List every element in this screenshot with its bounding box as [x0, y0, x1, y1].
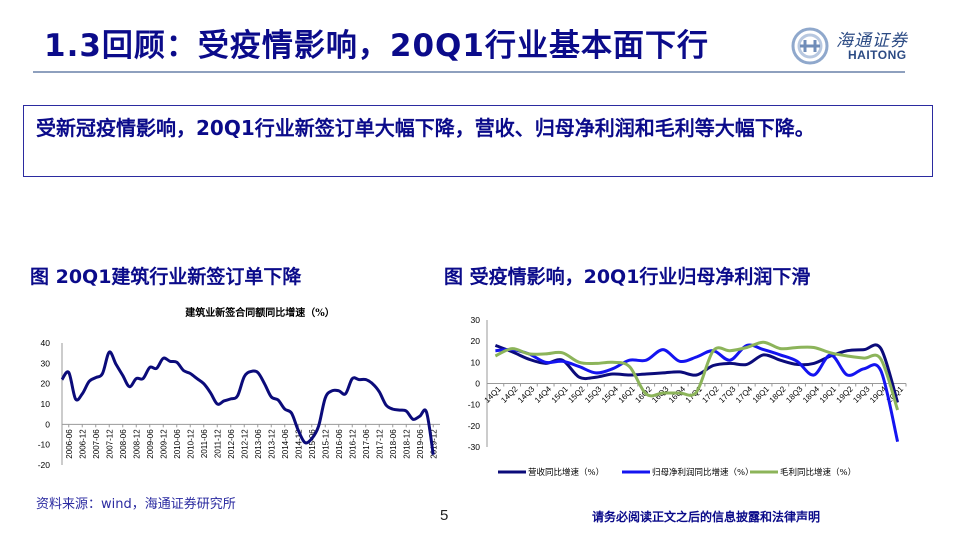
x-tick-label: 2010-12 [186, 429, 195, 459]
x-tick-label: 18Q2 [768, 384, 789, 405]
haitong-emblem-icon [791, 27, 829, 65]
y-tick-label: -20 [38, 460, 51, 470]
x-tick-label: 2007-06 [92, 429, 101, 459]
x-tick-label: 16Q1 [617, 384, 638, 405]
x-tick-label: 19Q3 [851, 384, 872, 405]
legend-label: 营收同比增速（%） [528, 467, 604, 478]
x-tick-label: 2016-06 [335, 429, 344, 459]
x-tick-label: 17Q2 [700, 384, 721, 405]
x-tick-label: 2015-12 [321, 429, 330, 459]
x-tick-label: 2019-12 [429, 429, 438, 459]
x-tick-label: 15Q3 [583, 384, 604, 405]
summary-box: 受新冠疫情影响，20Q1行业新签订单大幅下降，营收、归母净利润和毛利等大幅下降。 [23, 105, 933, 177]
x-tick-label: 2014-06 [281, 429, 290, 459]
legend-label: 归母净利润同比增速（%） [652, 467, 754, 478]
x-tick-label: 2012-12 [240, 429, 249, 459]
x-tick-label: 2017-12 [375, 429, 384, 459]
x-tick-label: 19Q1 [818, 384, 839, 405]
page-title: 1.3回顾：受疫情影响，20Q1行业基本面下行 [44, 28, 709, 64]
x-tick-label: 19Q2 [835, 384, 856, 405]
legal-disclaimer: 请务必阅读正文之后的信息披露和法律声明 [592, 510, 821, 524]
x-tick-label: 2011-12 [213, 429, 222, 458]
y-tick-label: -30 [468, 442, 481, 452]
series-line-1 [495, 343, 900, 443]
x-tick-label: 2007-12 [105, 429, 114, 459]
x-tick-label: 2011-06 [200, 429, 209, 458]
new-contracts-line-chart: 建筑业新签合同额同比增速（%） -20 -10 0 10 20 30 40 2006-06 200… [38, 306, 440, 470]
x-tick-label: 2006-12 [78, 429, 87, 459]
title-divider [33, 71, 905, 73]
x-tick-label: 2015-06 [308, 429, 317, 459]
series-line-2 [494, 340, 900, 411]
y-tick-label: 0 [475, 379, 480, 389]
page-number: 5 [440, 507, 449, 524]
x-tick-label: 18Q3 [784, 384, 805, 405]
x-tick-label: 18Q1 [751, 384, 772, 405]
x-tick-label: 2009-06 [146, 429, 155, 459]
x-tick-label: 2012-06 [227, 429, 236, 459]
haitong-logo: 海通证券 HAITONG [791, 26, 931, 66]
x-tick-label: 2013-06 [254, 429, 263, 459]
y-tick-label: 20 [41, 379, 51, 389]
x-tick-label: 2009-12 [159, 429, 168, 459]
y-tick-label: 30 [41, 358, 51, 368]
y-tick-label: 0 [45, 419, 50, 429]
y-tick-label: -10 [468, 400, 481, 410]
x-tick-label: 2010-06 [173, 429, 182, 459]
new-contracts-series-line [60, 350, 435, 456]
x-tick-label: 17Q3 [717, 384, 738, 405]
x-tick-label: 2019-06 [416, 429, 425, 459]
y-tick-label: 10 [41, 399, 51, 409]
x-tick-label: 14Q4 [533, 384, 554, 405]
left-chart-title: 建筑业新签合同额同比增速（%） [184, 306, 335, 319]
x-tick-label: 2018-06 [389, 429, 398, 459]
x-tick-label: 15Q4 [600, 384, 621, 405]
x-tick-label: 2016-12 [348, 429, 357, 459]
profit-growth-line-chart: -30 -20 -10 0 10 20 30 14Q114Q214Q314Q415Q115Q2… [468, 315, 907, 478]
legend-label: 毛利同比增速（%） [780, 467, 856, 478]
x-tick-label: 2006-06 [65, 429, 74, 459]
x-tick-label: 2014-12 [294, 429, 303, 459]
y-tick-label: 20 [471, 336, 481, 346]
x-tick-label: 15Q2 [566, 384, 587, 405]
x-tick-label: 15Q1 [550, 384, 571, 405]
x-tick-label: 14Q2 [499, 384, 520, 405]
x-tick-label: 14Q3 [516, 384, 537, 405]
logo-english-text: HAITONG [848, 48, 907, 62]
right-figure-title: 图 受疫情影响，20Q1行业归母净利润下滑 [444, 266, 811, 288]
y-tick-label: 10 [471, 357, 481, 367]
x-tick-label: 2017-06 [362, 429, 371, 459]
y-tick-label: -10 [38, 440, 51, 450]
y-tick-label: 30 [471, 315, 481, 325]
summary-text: 受新冠疫情影响，20Q1行业新签订单大幅下降，营收、归母净利润和毛利等大幅下降。 [36, 116, 815, 140]
x-tick-label: 2008-06 [119, 429, 128, 459]
y-tick-label: -20 [468, 421, 481, 431]
x-tick-label: 2008-12 [132, 429, 141, 459]
x-tick-label: 14Q1 [483, 384, 504, 405]
data-source: 资料来源：wind，海通证券研究所 [36, 497, 236, 512]
logo-chinese-text: 海通证券 [836, 31, 908, 51]
x-tick-label: 17Q4 [734, 384, 755, 405]
left-figure-title: 图 20Q1建筑行业新签订单下降 [30, 266, 302, 288]
x-tick-label: 18Q4 [801, 384, 822, 405]
x-tick-label: 2013-12 [267, 429, 276, 459]
x-tick-label: 2018-12 [402, 429, 411, 459]
y-tick-label: 40 [41, 338, 51, 348]
